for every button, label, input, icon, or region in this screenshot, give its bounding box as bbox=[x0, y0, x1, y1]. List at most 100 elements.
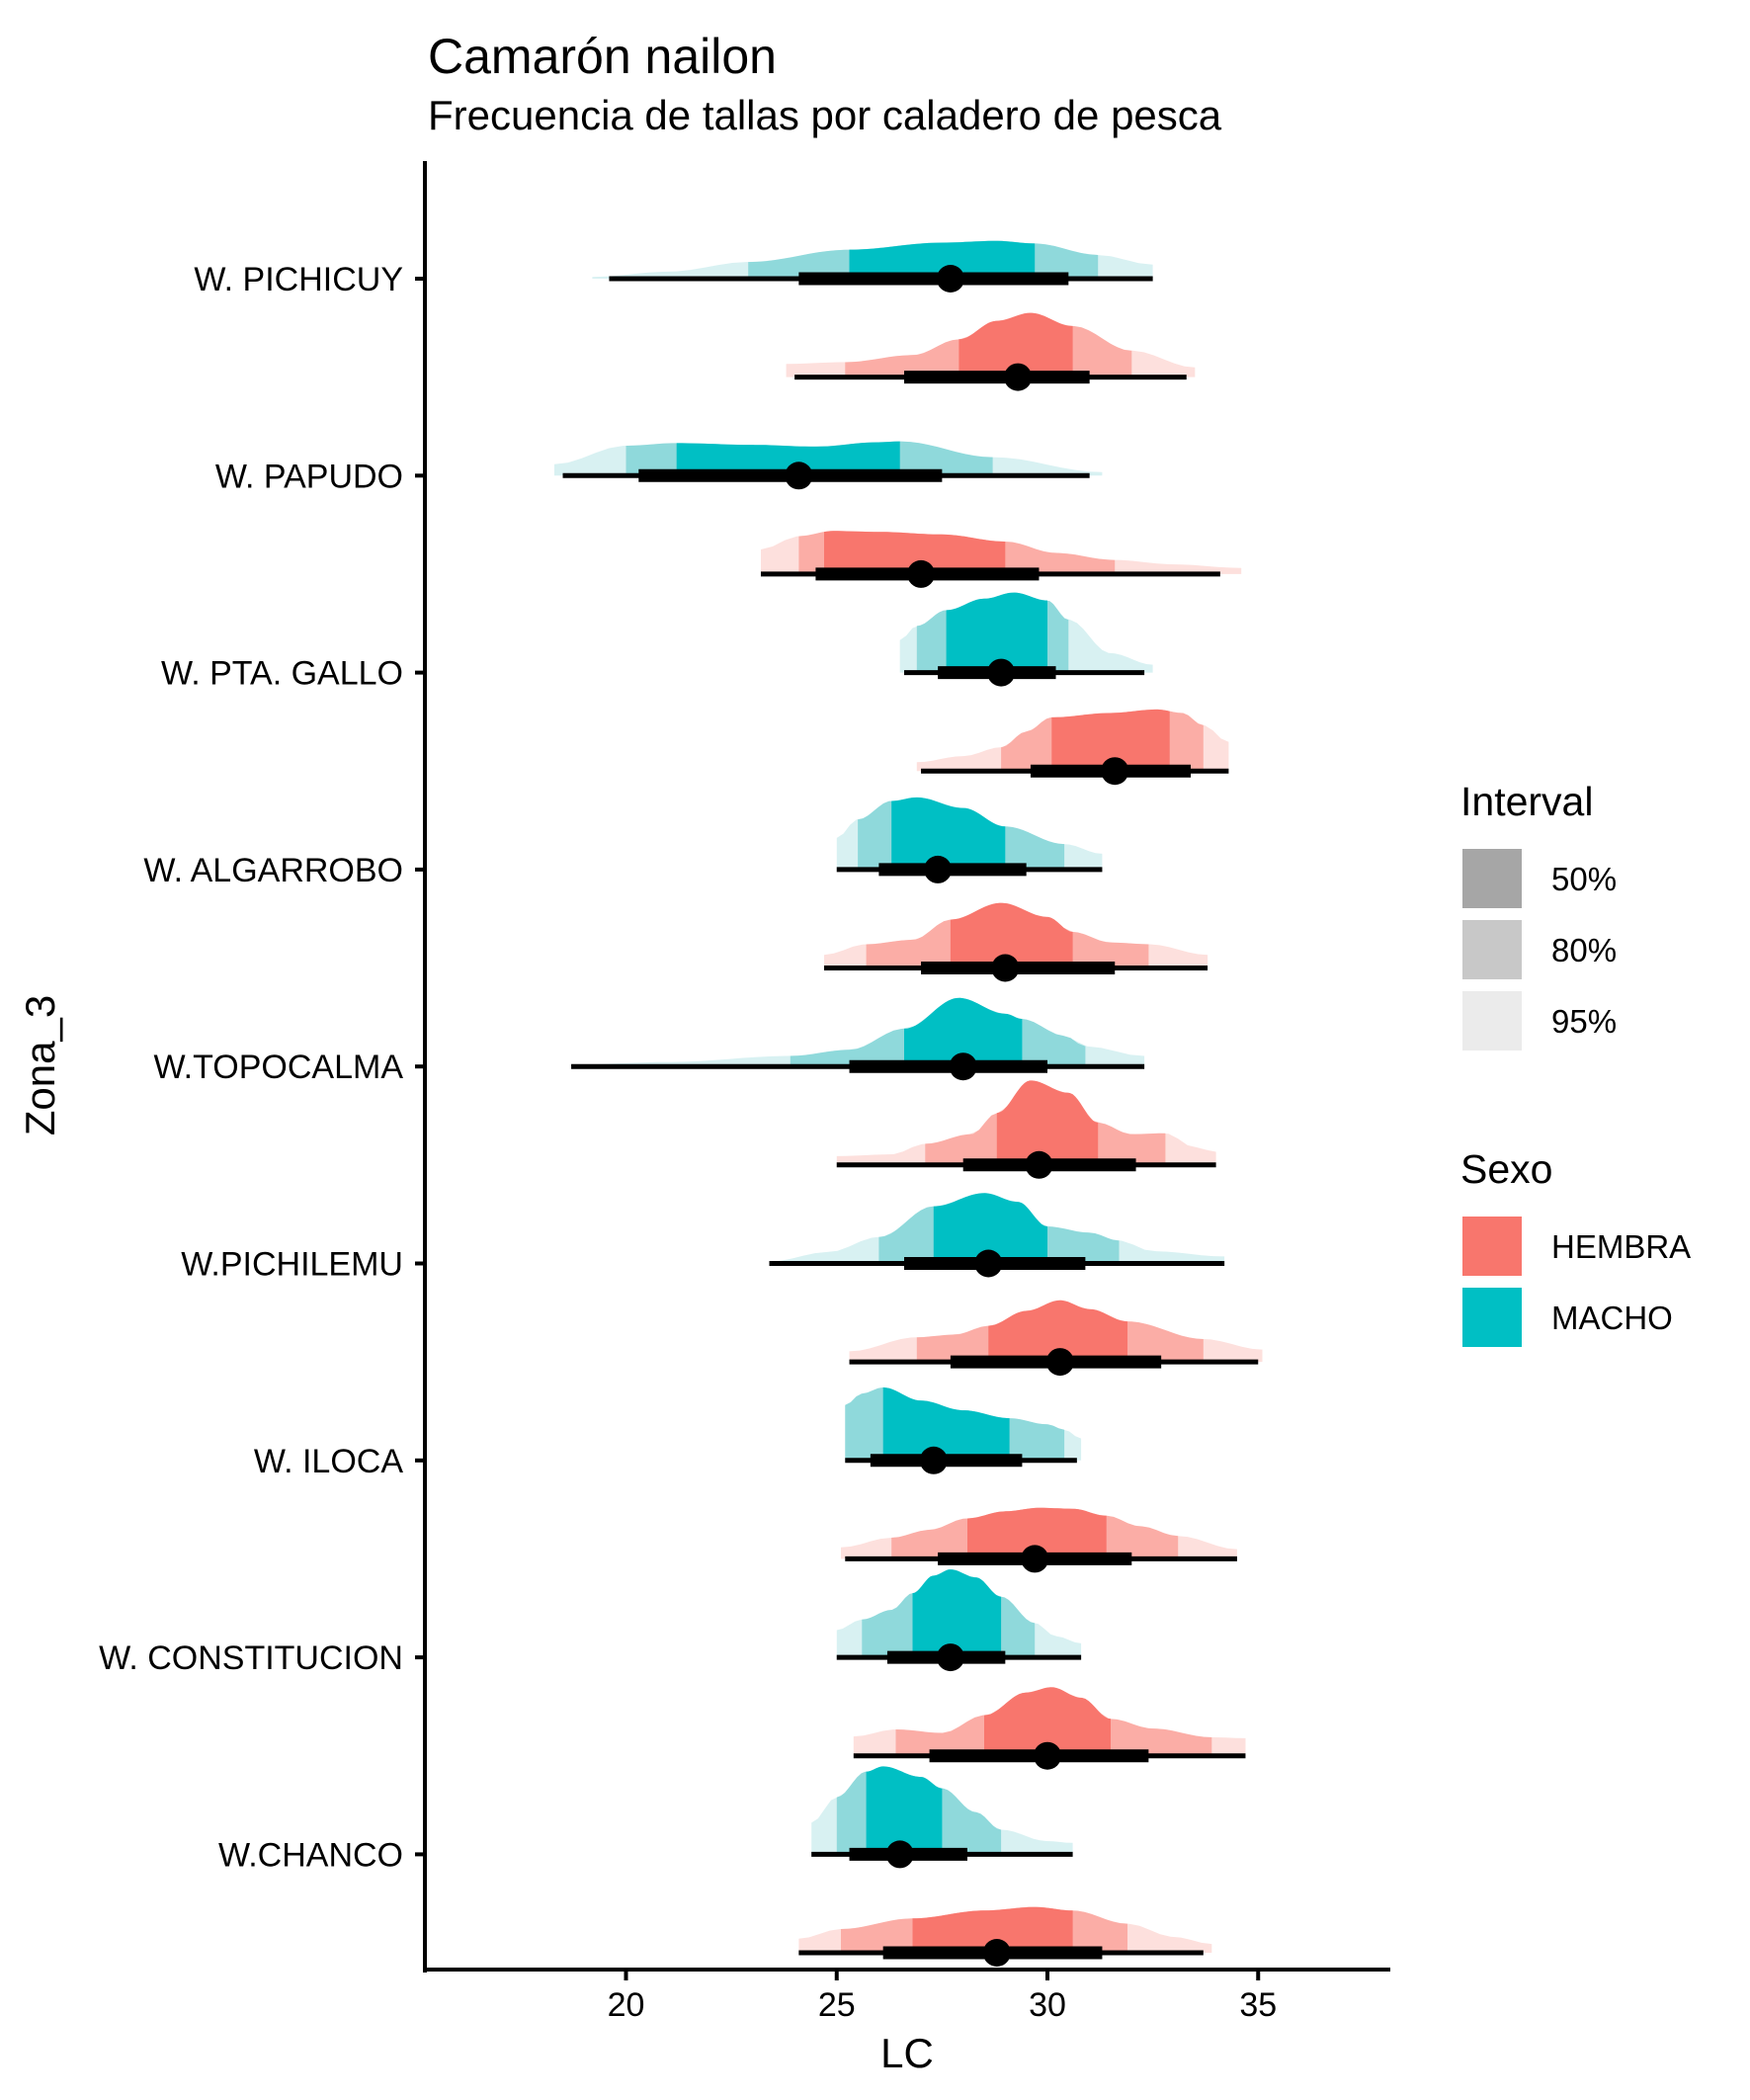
legend-sexo-title: Sexo bbox=[1460, 1146, 1552, 1192]
y-tick-label: W.CHANCO bbox=[218, 1836, 403, 1874]
slab-macho-2 bbox=[899, 592, 1153, 673]
interval-macho-2 bbox=[903, 658, 1145, 687]
x-tick-label: 25 bbox=[818, 1986, 856, 2024]
interval-macho-1 bbox=[562, 462, 1090, 490]
y-tick-label: W. ALGARROBO bbox=[143, 852, 403, 889]
median-point bbox=[1101, 757, 1129, 786]
y-tick-label: W. PICHICUY bbox=[194, 261, 403, 298]
legend-sexo: Sexo HEMBRA MACHO bbox=[1460, 1146, 1691, 1347]
median-point bbox=[1034, 1741, 1061, 1770]
slab-macho-1 bbox=[554, 441, 1103, 476]
median-point bbox=[949, 1052, 977, 1081]
slab-macho-8 bbox=[811, 1766, 1073, 1855]
interval-macho-0 bbox=[609, 265, 1153, 293]
interval-hembra-4 bbox=[836, 1150, 1216, 1179]
slab-band-50-hembra bbox=[984, 1687, 1111, 1756]
median-point bbox=[936, 265, 964, 293]
interval-hembra-2 bbox=[921, 757, 1229, 786]
x-axis-ticks: 20 25 30 35 bbox=[608, 1970, 1277, 2024]
y-tick-label: W. CONSTITUCION bbox=[99, 1639, 403, 1677]
slab-band-50-macho bbox=[912, 1569, 1002, 1658]
median-point bbox=[1004, 363, 1033, 391]
slab-hembra-7 bbox=[853, 1687, 1246, 1756]
interval-macho-6 bbox=[845, 1446, 1077, 1474]
legend-interval-title: Interval bbox=[1460, 779, 1593, 824]
slab-band-50-macho bbox=[882, 1386, 1010, 1461]
interval-hembra-1 bbox=[760, 559, 1220, 588]
legend-label-80: 80% bbox=[1551, 932, 1617, 968]
y-tick-label: W.TOPOCALMA bbox=[153, 1049, 403, 1086]
legend-key-95 bbox=[1462, 991, 1522, 1050]
slab-band-50-macho bbox=[946, 592, 1047, 673]
slab-band-50-macho bbox=[866, 1766, 943, 1855]
median-point bbox=[982, 1939, 1011, 1967]
slab-hembra-1 bbox=[761, 531, 1242, 574]
y-axis-ticks: W. PICHICUY W. PAPUDO W. PTA. GALLO W. ALGA… bbox=[99, 261, 425, 1874]
slab-band-50-hembra bbox=[824, 531, 1006, 574]
legend-key-80 bbox=[1462, 920, 1522, 979]
median-point bbox=[1025, 1150, 1053, 1179]
slab-macho-4 bbox=[571, 997, 1145, 1067]
interval-macho-4 bbox=[571, 1052, 1145, 1081]
median-point bbox=[987, 658, 1016, 687]
chart-subtitle: Frecuencia de tallas por caladero de pes… bbox=[428, 92, 1222, 138]
slab-hembra-5 bbox=[849, 1300, 1263, 1363]
slab-band-50-hembra bbox=[958, 312, 1073, 378]
slab-hembra-3 bbox=[824, 902, 1208, 968]
median-point bbox=[907, 559, 936, 588]
y-axis-title: Zona_3 bbox=[17, 995, 63, 1135]
slab-macho-0 bbox=[592, 240, 1153, 279]
median-point bbox=[1021, 1545, 1049, 1573]
median-point bbox=[936, 1643, 964, 1672]
slab-macho-5 bbox=[769, 1193, 1225, 1264]
interval-hembra-6 bbox=[845, 1545, 1237, 1573]
slab-band-50-macho bbox=[676, 441, 900, 476]
y-tick-label: W. ILOCA bbox=[254, 1443, 403, 1480]
interval-hembra-5 bbox=[849, 1348, 1259, 1377]
median-point bbox=[785, 462, 813, 490]
slab-hembra-0 bbox=[786, 312, 1196, 378]
slab-band-50-macho bbox=[933, 1193, 1047, 1264]
intervals-layer bbox=[562, 265, 1259, 1967]
legend-label-hembra: HEMBRA bbox=[1551, 1228, 1691, 1265]
x-tick-label: 35 bbox=[1239, 1986, 1277, 2024]
y-tick-label: W. PTA. GALLO bbox=[161, 655, 403, 693]
legend-label-95: 95% bbox=[1551, 1003, 1617, 1040]
slab-macho-7 bbox=[836, 1569, 1082, 1658]
slab-band-50-macho bbox=[904, 997, 1023, 1067]
median-point bbox=[974, 1249, 1003, 1278]
legend-key-hembra bbox=[1462, 1217, 1522, 1276]
y-tick-label: W.PICHILEMU bbox=[181, 1246, 403, 1284]
slab-band-50-hembra bbox=[996, 1080, 1099, 1165]
interval-hembra-0 bbox=[794, 363, 1187, 391]
interval-hembra-3 bbox=[823, 954, 1208, 982]
legend-interval: Interval 50% 80% 95% bbox=[1460, 779, 1617, 1050]
slab-band-50-hembra bbox=[967, 1507, 1107, 1559]
x-tick-label: 20 bbox=[608, 1986, 645, 2024]
legend-label-50: 50% bbox=[1551, 861, 1617, 897]
x-axis-title: LC bbox=[880, 2030, 934, 2076]
slab-band-50-macho bbox=[891, 797, 1006, 870]
slab-macho-3 bbox=[836, 797, 1103, 870]
slab-band-50-hembra bbox=[1051, 709, 1170, 772]
interval-hembra-8 bbox=[798, 1939, 1204, 1967]
legend-label-macho: MACHO bbox=[1551, 1300, 1673, 1336]
slab-band-50-hembra bbox=[988, 1300, 1127, 1363]
slab-band-50-hembra bbox=[950, 902, 1073, 968]
slab-hembra-8 bbox=[798, 1906, 1212, 1953]
interval-macho-5 bbox=[769, 1249, 1225, 1278]
slab-hembra-6 bbox=[841, 1507, 1237, 1559]
y-tick-label: W. PAPUDO bbox=[215, 458, 403, 495]
interval-hembra-7 bbox=[853, 1741, 1246, 1770]
median-point bbox=[1045, 1348, 1074, 1377]
slabs-layer bbox=[554, 240, 1263, 1953]
median-point bbox=[924, 855, 953, 883]
interval-macho-7 bbox=[836, 1643, 1082, 1672]
slab-hembra-2 bbox=[916, 709, 1229, 772]
slab-band-50-hembra bbox=[912, 1906, 1073, 1953]
slab-macho-6 bbox=[845, 1386, 1082, 1461]
legend-key-macho bbox=[1462, 1288, 1522, 1347]
interval-macho-3 bbox=[836, 855, 1103, 883]
slab-hembra-4 bbox=[836, 1080, 1216, 1165]
